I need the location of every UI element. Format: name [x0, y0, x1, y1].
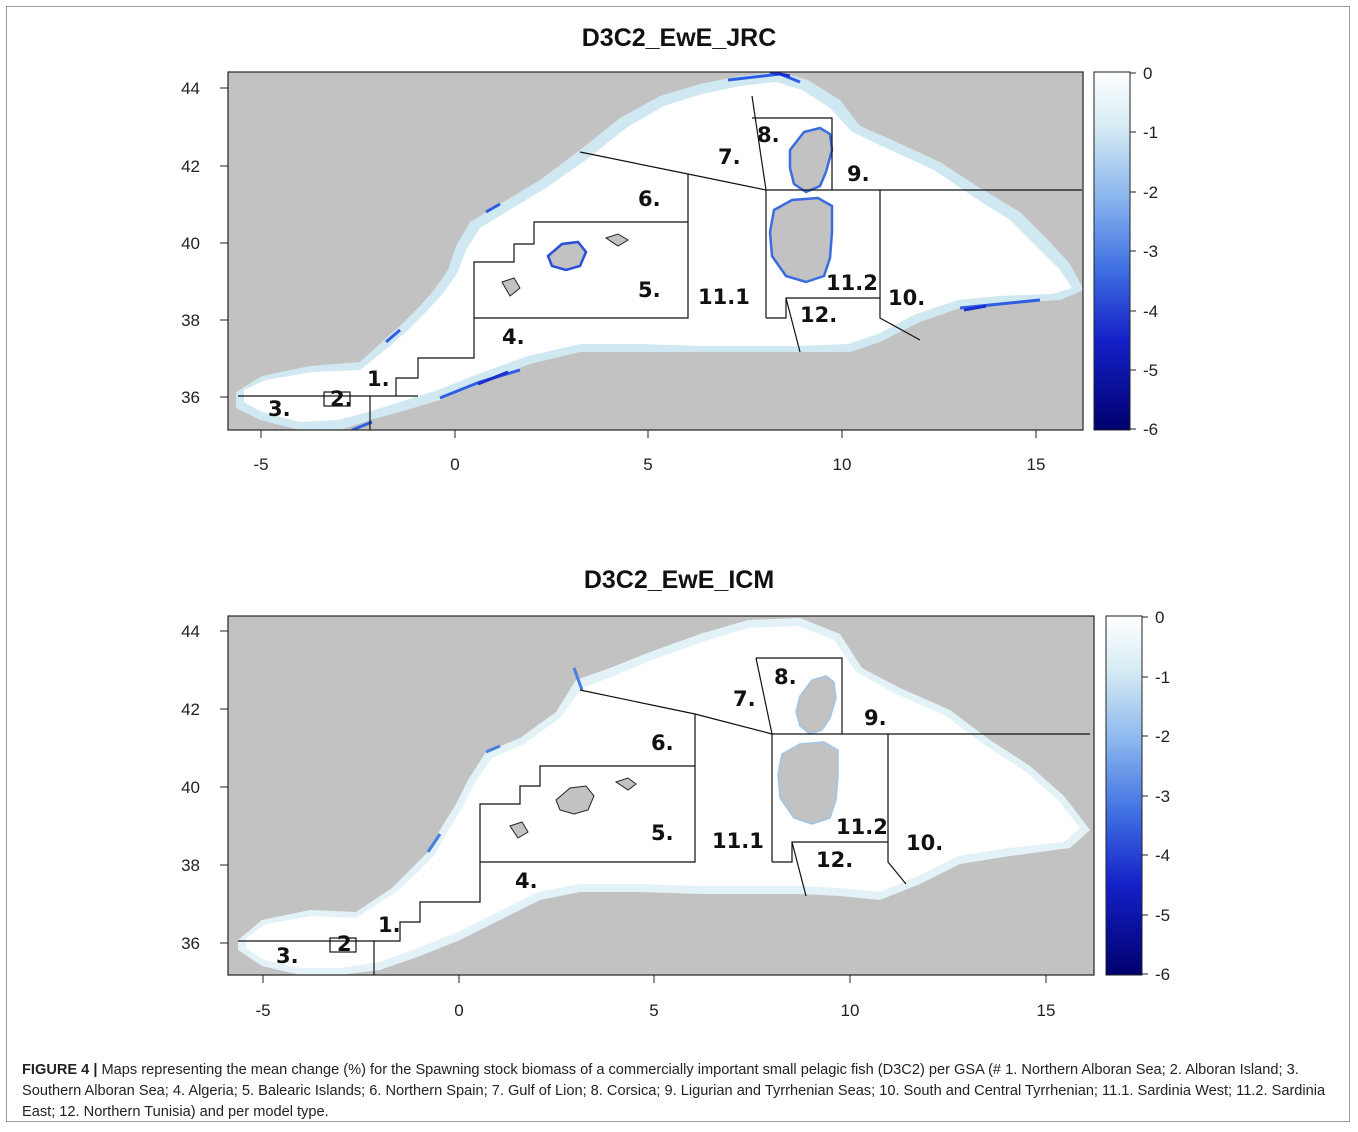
x-tick: 0 [450, 455, 459, 474]
gsa-label-1: 1. [367, 367, 390, 391]
colorbar-ticks-icm [1142, 616, 1148, 975]
gsa-label-6: 6. [651, 731, 674, 755]
sea-area [246, 626, 1080, 968]
colorbar-tick: -5 [1143, 361, 1158, 380]
map-title-jrc: D3C2_EwE_JRC [581, 24, 777, 52]
menorca-island [614, 777, 637, 791]
colorbar-tick: -4 [1143, 302, 1158, 321]
figure-caption: FIGURE 4 | Maps representing the mean ch… [22, 1060, 1332, 1123]
gsa-label-11-2: 11.2 [826, 271, 878, 295]
gsa-label-2: 2. [330, 387, 353, 411]
corsica-island [795, 675, 837, 735]
colorbar-tick: 0 [1143, 64, 1152, 83]
colorbar-tick: -6 [1143, 420, 1158, 439]
y-tick: 42 [181, 157, 200, 176]
colorbar-jrc [1093, 71, 1131, 431]
menorca-island [604, 233, 629, 247]
strong-decline-highlights [477, 72, 987, 386]
gsa-label-5: 5. [651, 821, 674, 845]
gsa-label-6: 6. [638, 187, 661, 211]
x-tick: 0 [454, 1001, 463, 1020]
x-tick: 10 [841, 1001, 860, 1020]
x-tick: 5 [649, 1001, 658, 1020]
gsa-label-2: 2 [337, 932, 352, 956]
y-axis-icm [220, 630, 228, 944]
gsa-label-12: 12. [816, 848, 853, 872]
y-tick: 36 [181, 388, 200, 407]
caption-label: FIGURE 4 | [22, 1062, 98, 1078]
colorbar-tick: -2 [1155, 727, 1170, 746]
x-tick: -5 [253, 455, 268, 474]
gsa-label-7: 7. [718, 145, 741, 169]
gsa-label-8: 8. [757, 123, 780, 147]
y-tick: 38 [181, 856, 200, 875]
x-axis-jrc [260, 430, 1037, 438]
plot-border [227, 71, 1084, 431]
gsa-boundaries [238, 657, 1090, 975]
sea-area [244, 82, 1072, 422]
figure-frame [6, 6, 1350, 1122]
map-title-icm: D3C2_EwE_ICM [583, 566, 775, 594]
y-tick: 38 [181, 311, 200, 330]
gsa-label-9: 9. [847, 162, 870, 186]
map-area-icm: 1. 2 3. 4. 5. 6. 7. 8. 9. 10. 11.1 11.2 … [228, 616, 1094, 975]
x-axis-icm [262, 975, 1047, 983]
colorbar-tick: -4 [1155, 846, 1170, 865]
gsa-label-10: 10. [888, 286, 925, 310]
y-tick: 44 [181, 622, 200, 641]
gsa-boundaries [238, 95, 1082, 430]
gsa-label-5: 5. [638, 278, 661, 302]
y-tick: 36 [181, 934, 200, 953]
x-tick: 10 [833, 455, 852, 474]
gsa-label-1: 1. [378, 913, 401, 937]
colorbar-tick: -1 [1155, 668, 1170, 687]
mallorca-island [555, 785, 595, 815]
colorbar-tick: -6 [1155, 965, 1170, 984]
gsa-label-7: 7. [733, 687, 756, 711]
corsica-island [788, 126, 834, 194]
gsa-label-3: 3. [276, 944, 299, 968]
y-tick: 44 [181, 79, 200, 98]
gsa-label-11-1: 11.1 [698, 285, 750, 309]
colorbar-tick: -5 [1155, 906, 1170, 925]
y-tick: 40 [181, 778, 200, 797]
ibiza-island [501, 277, 521, 297]
gsa-label-11-2: 11.2 [836, 815, 888, 839]
map-area-jrc: 1. 2. 3. 4. 5. 6. 7. 8. 9. 10. 11.1 11.2… [228, 72, 1083, 430]
colorbar-icm [1105, 615, 1143, 976]
colorbar-tick: -3 [1143, 242, 1158, 261]
y-tick: 42 [181, 700, 200, 719]
y-tick: 40 [181, 234, 200, 253]
colorbar-tick: -2 [1143, 183, 1158, 202]
ibiza-island [509, 821, 529, 839]
gsa-label-3: 3. [268, 397, 291, 421]
x-tick: 15 [1037, 1001, 1056, 1020]
sardinia-island [768, 196, 834, 284]
gsa-label-8: 8. [774, 665, 797, 689]
mallorca-island [546, 240, 588, 272]
caption-text: Maps representing the mean change (%) fo… [22, 1062, 1326, 1120]
decline-highlights [426, 667, 584, 853]
gsa-label-4: 4. [515, 869, 538, 893]
gsa-label-11-1: 11.1 [712, 829, 764, 853]
gsa-label-9: 9. [864, 706, 887, 730]
gsa-label-10: 10. [906, 831, 943, 855]
colorbar-ticks-jrc [1130, 72, 1136, 430]
x-tick: -5 [255, 1001, 270, 1020]
sardinia-island [777, 741, 839, 825]
colorbar-tick: -1 [1143, 123, 1158, 142]
plot-border [227, 615, 1095, 976]
x-tick: 5 [643, 455, 652, 474]
y-axis-jrc [220, 87, 228, 398]
colorbar-tick: 0 [1155, 608, 1164, 627]
gsa-label-4: 4. [502, 325, 525, 349]
colorbar-tick: -3 [1155, 787, 1170, 806]
x-tick: 15 [1027, 455, 1046, 474]
gsa-label-12: 12. [800, 303, 837, 327]
